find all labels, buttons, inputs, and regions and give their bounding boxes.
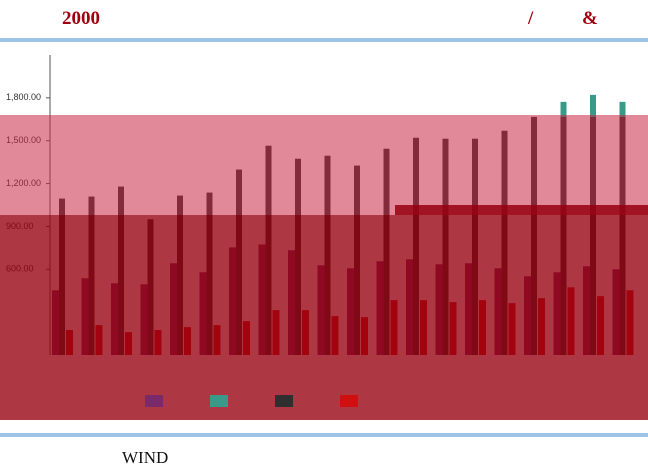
divider bbox=[0, 433, 648, 437]
legend-swatch bbox=[275, 395, 293, 407]
header-symbol: & bbox=[582, 8, 598, 29]
legend-swatch bbox=[145, 395, 163, 407]
divider bbox=[0, 38, 648, 42]
overlay-band bbox=[0, 115, 648, 215]
legend-swatch bbox=[210, 395, 228, 407]
header-title: 2000 bbox=[62, 8, 100, 29]
y-tick-label: 1,800.00 bbox=[6, 92, 41, 102]
overlay-strip bbox=[395, 205, 648, 215]
legend-swatch bbox=[340, 395, 358, 407]
footer-label: WIND bbox=[122, 448, 169, 467]
header-separator: / bbox=[528, 8, 534, 29]
overlay-panel bbox=[0, 215, 648, 420]
chart: 600.00900.001,200.001,500.001,800.00 bbox=[0, 55, 648, 420]
